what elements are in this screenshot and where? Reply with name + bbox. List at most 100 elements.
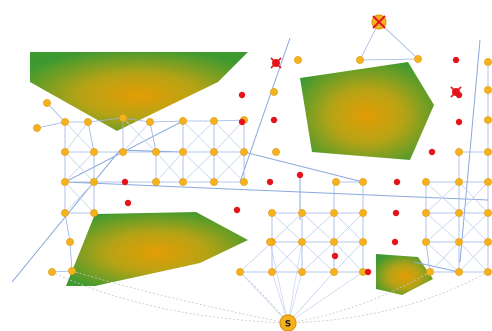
roadmap-node[interactable] xyxy=(152,148,160,156)
rejected-node[interactable] xyxy=(452,56,460,64)
roadmap-node[interactable] xyxy=(484,268,492,276)
roadmap-edge xyxy=(333,212,364,243)
roadmap-node[interactable] xyxy=(455,238,463,246)
roadmap-node[interactable] xyxy=(268,209,276,217)
rejected-node[interactable] xyxy=(455,118,463,126)
roadmap-node[interactable] xyxy=(152,178,160,186)
roadmap-node[interactable] xyxy=(272,148,280,156)
rejected-node[interactable] xyxy=(124,199,132,207)
rejected-node[interactable] xyxy=(233,206,241,214)
edge-layer xyxy=(11,21,489,324)
roadmap-node[interactable] xyxy=(90,178,98,186)
roadmap-node[interactable] xyxy=(330,238,338,246)
roadmap-node[interactable] xyxy=(330,209,338,217)
roadmap-node[interactable] xyxy=(90,209,98,217)
roadmap-node[interactable] xyxy=(61,209,69,217)
roadmap-node[interactable] xyxy=(179,117,187,125)
roadmap-node[interactable] xyxy=(268,268,276,276)
roadmap-node[interactable] xyxy=(266,238,274,246)
goal-node-icon[interactable] xyxy=(371,14,387,30)
blocked-node-icon[interactable] xyxy=(450,86,462,98)
roadmap-node[interactable] xyxy=(484,148,492,156)
roadmap-node[interactable] xyxy=(236,268,244,276)
roadmap-node[interactable] xyxy=(240,178,248,186)
roadmap-node[interactable] xyxy=(359,238,367,246)
roadmap-node[interactable] xyxy=(298,238,306,246)
roadmap-node[interactable] xyxy=(455,209,463,217)
roadmap-node[interactable] xyxy=(484,178,492,186)
roadmap-node[interactable] xyxy=(414,55,422,63)
roadmap-node[interactable] xyxy=(48,268,56,276)
roadmap-node[interactable] xyxy=(270,88,278,96)
roadmap-node[interactable] xyxy=(356,56,364,64)
roadmap-node[interactable] xyxy=(422,178,430,186)
blocked-node-icon[interactable] xyxy=(270,57,282,69)
rejected-node[interactable] xyxy=(266,178,274,186)
rejected-node[interactable] xyxy=(270,116,278,124)
roadmap-node[interactable] xyxy=(484,58,492,66)
rejected-node[interactable] xyxy=(121,178,129,186)
roadmap-node[interactable] xyxy=(33,124,41,132)
roadmap-node[interactable] xyxy=(43,99,51,107)
rejected-node[interactable] xyxy=(391,238,399,246)
roadmap-node[interactable] xyxy=(119,114,127,122)
roadmap-node[interactable] xyxy=(422,238,430,246)
roadmap-edge xyxy=(301,241,335,273)
roadmap-node[interactable] xyxy=(422,209,430,217)
rejected-node[interactable] xyxy=(392,209,400,217)
roadmap-node[interactable] xyxy=(426,268,434,276)
roadmap-edge xyxy=(271,241,303,273)
start-spoke xyxy=(269,241,289,324)
roadmap-node[interactable] xyxy=(210,148,218,156)
roadmap-node[interactable] xyxy=(84,118,92,126)
roadmap-node[interactable] xyxy=(119,148,127,156)
roadmap-edge xyxy=(182,120,215,153)
roadmap-edge xyxy=(36,121,66,129)
roadmap-node[interactable] xyxy=(61,178,69,186)
roadmap-node[interactable] xyxy=(455,178,463,186)
roadmap-node[interactable] xyxy=(455,148,463,156)
roadmap-node[interactable] xyxy=(484,238,492,246)
roadmap-edge xyxy=(333,241,364,273)
roadmap-node[interactable] xyxy=(455,268,463,276)
roadmap-edge xyxy=(64,212,71,243)
roadmap-node[interactable] xyxy=(298,268,306,276)
roadmap-node[interactable] xyxy=(330,268,338,276)
rejected-node[interactable] xyxy=(238,91,246,99)
start-node-icon[interactable]: S xyxy=(279,314,297,331)
roadmap-node[interactable] xyxy=(359,209,367,217)
roadmap-node[interactable] xyxy=(68,267,76,275)
roadmap-node[interactable] xyxy=(210,117,218,125)
roadmap-node[interactable] xyxy=(146,118,154,126)
roadmap-edge xyxy=(458,212,489,243)
rejected-node[interactable] xyxy=(428,148,436,156)
roadmap-node[interactable] xyxy=(90,148,98,156)
start-arc xyxy=(287,271,489,324)
start-node-label: S xyxy=(285,319,291,329)
roadmap-node[interactable] xyxy=(210,178,218,186)
roadmap-edge xyxy=(378,21,419,60)
roadmap-node[interactable] xyxy=(484,209,492,217)
rejected-node[interactable] xyxy=(296,171,304,179)
rejected-node[interactable] xyxy=(364,268,372,276)
rejected-node[interactable] xyxy=(331,252,339,260)
roadmap-node[interactable] xyxy=(484,86,492,94)
roadmap-node[interactable] xyxy=(61,118,69,126)
start-arc xyxy=(287,271,431,324)
roadmap-edge xyxy=(425,241,460,273)
roadmap-edge xyxy=(155,151,184,183)
roadmap-node[interactable] xyxy=(61,148,69,156)
roadmap-node[interactable] xyxy=(240,148,248,156)
roadmap-node[interactable] xyxy=(294,56,302,64)
roadmap-node[interactable] xyxy=(179,148,187,156)
roadmap-node[interactable] xyxy=(332,178,340,186)
rejected-node[interactable] xyxy=(238,118,246,126)
roadmap-edge xyxy=(239,241,273,273)
rejected-node[interactable] xyxy=(393,178,401,186)
roadmap-node[interactable] xyxy=(298,209,306,217)
roadmap-node[interactable] xyxy=(66,238,74,246)
roadmap-node[interactable] xyxy=(484,116,492,124)
roadmap-node[interactable] xyxy=(359,178,367,186)
roadmap-node[interactable] xyxy=(179,178,187,186)
